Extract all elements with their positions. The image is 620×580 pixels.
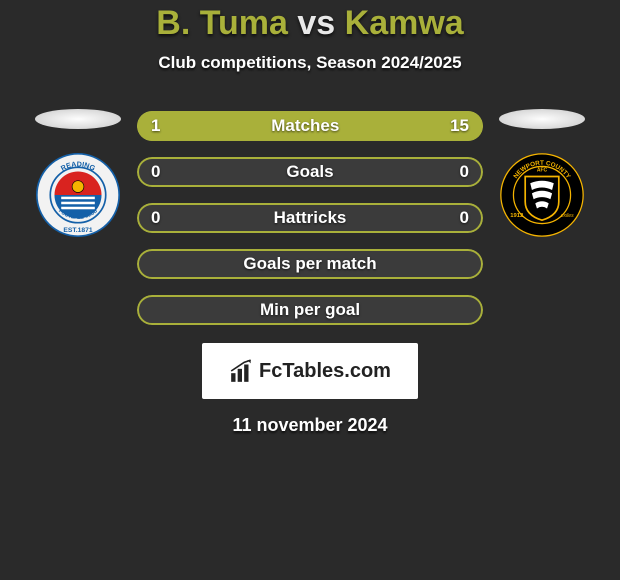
date-text: 11 november 2024 bbox=[0, 415, 620, 436]
stat-label: Goals bbox=[160, 162, 459, 182]
stat-bar: Min per goal bbox=[137, 295, 483, 325]
ball-icon bbox=[72, 181, 84, 193]
stat-label: Matches bbox=[160, 116, 450, 136]
svg-text:1912: 1912 bbox=[510, 213, 524, 219]
stat-bar: 1Matches15 bbox=[137, 111, 483, 141]
fctables-logo: FcTables.com bbox=[202, 343, 418, 399]
title: B. Tuma vs Kamwa bbox=[0, 4, 620, 43]
stat-bar: Goals per match bbox=[137, 249, 483, 279]
stat-right-value: 15 bbox=[450, 116, 469, 136]
stat-bar: 0Goals0 bbox=[137, 157, 483, 187]
right-club-crest: NEWPORT COUNTY AFC 1912 exiles bbox=[500, 153, 584, 237]
right-club-column: NEWPORT COUNTY AFC 1912 exiles bbox=[497, 109, 587, 237]
left-player-ellipse bbox=[35, 109, 121, 129]
stat-right-value: 0 bbox=[460, 208, 469, 228]
stat-left-value: 0 bbox=[151, 162, 160, 182]
player1-name: B. Tuma bbox=[156, 4, 288, 42]
stat-label: Min per goal bbox=[151, 300, 469, 320]
logo-text: FcTables.com bbox=[259, 360, 391, 383]
stat-label: Hattricks bbox=[160, 208, 459, 228]
vs-text: vs bbox=[297, 4, 335, 42]
stat-label: Goals per match bbox=[151, 254, 469, 274]
svg-text:AFC: AFC bbox=[537, 167, 548, 173]
left-club-crest: READING FOOTBALL CLUB EST.1871 bbox=[36, 153, 120, 237]
svg-text:exiles: exiles bbox=[561, 213, 574, 219]
chart-icon bbox=[229, 358, 255, 384]
stat-bar: 0Hattricks0 bbox=[137, 203, 483, 233]
comparison-infographic: B. Tuma vs Kamwa Club competitions, Seas… bbox=[0, 0, 620, 436]
left-club-column: READING FOOTBALL CLUB EST.1871 bbox=[33, 109, 123, 237]
subtitle: Club competitions, Season 2024/2025 bbox=[0, 53, 620, 73]
player2-name: Kamwa bbox=[345, 4, 464, 42]
stat-left-value: 1 bbox=[151, 116, 160, 136]
stats-bars: 1Matches150Goals00Hattricks0Goals per ma… bbox=[137, 109, 483, 325]
stat-right-value: 0 bbox=[460, 162, 469, 182]
stat-left-value: 0 bbox=[151, 208, 160, 228]
right-player-ellipse bbox=[499, 109, 585, 129]
main-row: READING FOOTBALL CLUB EST.1871 1Matches1… bbox=[0, 109, 620, 325]
svg-text:EST.1871: EST.1871 bbox=[63, 227, 92, 234]
